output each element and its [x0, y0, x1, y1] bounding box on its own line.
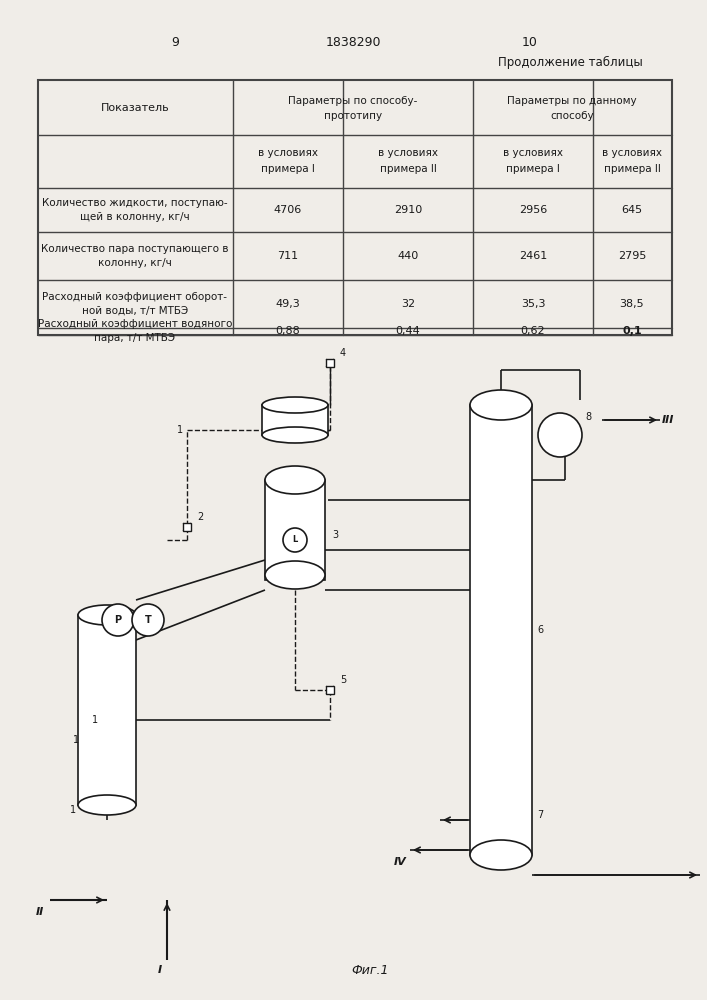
Text: 7: 7: [537, 810, 543, 820]
Text: 0,88: 0,88: [276, 326, 300, 336]
Ellipse shape: [470, 390, 532, 420]
Text: прототипу: прототипу: [324, 111, 382, 121]
Ellipse shape: [262, 397, 328, 413]
Ellipse shape: [78, 795, 136, 815]
Circle shape: [283, 528, 307, 552]
Text: 711: 711: [277, 251, 298, 261]
Bar: [470, 405, 532, 855]
Bar: [183, 523, 191, 531]
Text: Параметры по способу-: Параметры по способу-: [288, 96, 418, 106]
Text: примера I: примера I: [261, 164, 315, 174]
Text: 0,1: 0,1: [622, 326, 642, 336]
Text: 1: 1: [177, 425, 183, 435]
Text: 3: 3: [332, 530, 338, 540]
Circle shape: [132, 604, 164, 636]
Text: 38,5: 38,5: [620, 299, 644, 309]
Text: Расходный коэффициент оборот-: Расходный коэффициент оборот-: [42, 292, 228, 302]
Text: примера I: примера I: [506, 164, 560, 174]
Text: 4706: 4706: [274, 205, 302, 215]
Text: Параметры по данному: Параметры по данному: [507, 96, 637, 106]
Circle shape: [102, 604, 134, 636]
Text: 645: 645: [621, 205, 643, 215]
Text: 2461: 2461: [519, 251, 547, 261]
Text: 2956: 2956: [519, 205, 547, 215]
Text: Количество пара поступающего в: Количество пара поступающего в: [41, 244, 229, 254]
Text: 10: 10: [522, 35, 538, 48]
Text: в условиях: в условиях: [258, 148, 318, 158]
Text: 32: 32: [401, 299, 415, 309]
Text: 8: 8: [585, 412, 591, 422]
Text: 1: 1: [92, 715, 98, 725]
Text: 2910: 2910: [394, 205, 422, 215]
Text: T: T: [145, 615, 151, 625]
Text: 1: 1: [70, 805, 76, 815]
Text: IV: IV: [394, 857, 407, 867]
Text: 1838290: 1838290: [325, 35, 381, 48]
Bar: [38, 80, 672, 335]
Text: 9: 9: [171, 35, 179, 48]
Text: в условиях: в условиях: [503, 148, 563, 158]
Text: способу: способу: [550, 111, 594, 121]
Text: примера II: примера II: [380, 164, 436, 174]
Text: 0,44: 0,44: [396, 326, 421, 336]
Text: пара, т/т МТБЭ: пара, т/т МТБЭ: [95, 333, 175, 343]
Text: 0,62: 0,62: [520, 326, 545, 336]
Ellipse shape: [265, 466, 325, 494]
Text: 2795: 2795: [618, 251, 646, 261]
Bar: [326, 359, 334, 367]
Text: Фиг.1: Фиг.1: [351, 964, 389, 976]
Bar: [262, 405, 328, 435]
Text: Количество жидкости, поступаю-: Количество жидкости, поступаю-: [42, 198, 228, 208]
Bar: [326, 686, 334, 694]
Ellipse shape: [265, 561, 325, 589]
Text: Расходный коэффициент водяного: Расходный коэффициент водяного: [37, 319, 232, 329]
Text: P: P: [115, 615, 122, 625]
Text: I: I: [158, 965, 162, 975]
Bar: [265, 480, 325, 580]
Text: 6: 6: [537, 625, 543, 635]
Text: колонну, кг/ч: колонну, кг/ч: [98, 258, 172, 268]
Text: Продолжение таблицы: Продолжение таблицы: [498, 55, 643, 69]
Text: в условиях: в условиях: [378, 148, 438, 158]
Text: 49,3: 49,3: [276, 299, 300, 309]
Text: в условиях: в условиях: [602, 148, 662, 158]
Text: II: II: [36, 907, 44, 917]
Text: 440: 440: [397, 251, 419, 261]
Circle shape: [538, 413, 582, 457]
Bar: [78, 615, 136, 805]
Text: 5: 5: [340, 675, 346, 685]
Text: 1: 1: [73, 735, 79, 745]
Text: щей в колонну, кг/ч: щей в колонну, кг/ч: [80, 212, 189, 222]
Text: 35,3: 35,3: [521, 299, 545, 309]
Text: примера II: примера II: [604, 164, 660, 174]
Text: ной воды, т/т МТБЭ: ной воды, т/т МТБЭ: [82, 306, 188, 316]
Text: Показатель: Показатель: [100, 103, 169, 113]
Ellipse shape: [262, 427, 328, 443]
Ellipse shape: [470, 840, 532, 870]
Text: 2: 2: [197, 512, 203, 522]
Text: III: III: [662, 415, 674, 425]
Text: 4: 4: [340, 348, 346, 358]
Text: L: L: [293, 536, 298, 544]
Ellipse shape: [78, 605, 136, 625]
